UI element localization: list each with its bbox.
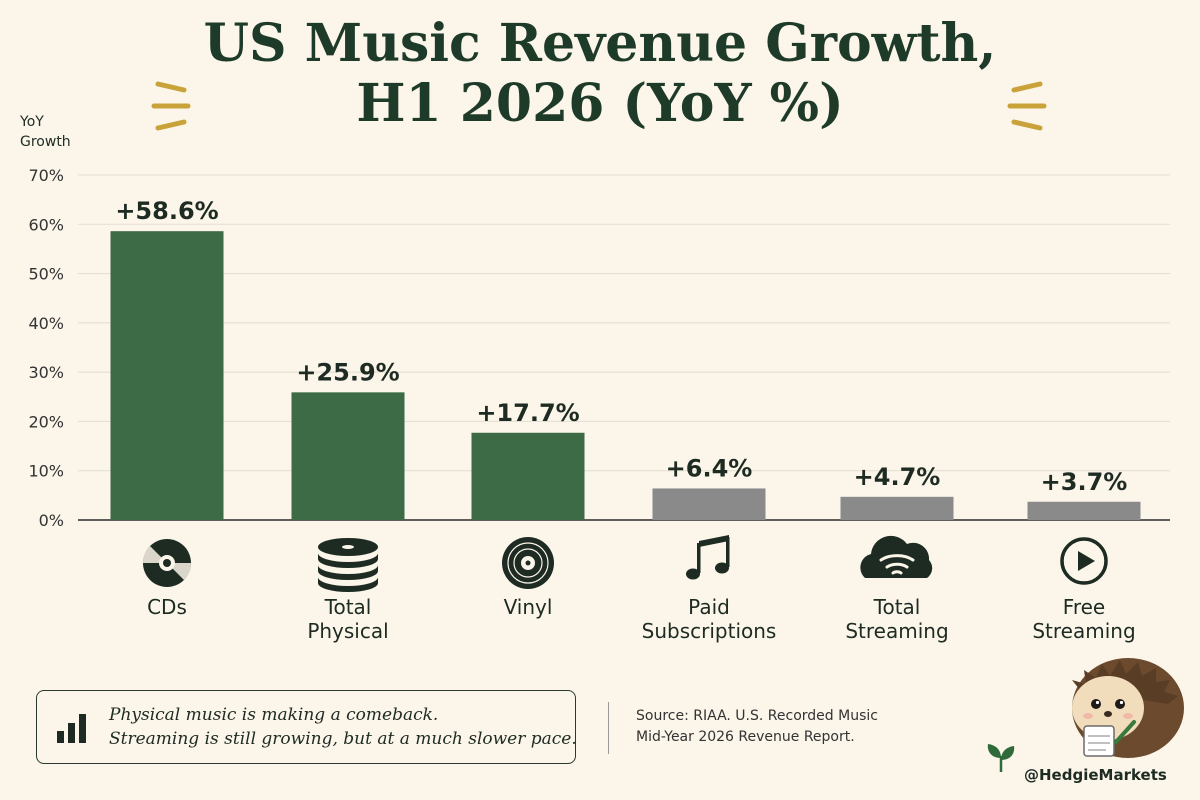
note-box: Physical music is making a comeback. Str… bbox=[36, 690, 577, 764]
sparkle-left-icon bbox=[151, 81, 191, 131]
y-axis-label-line-1: YoY bbox=[20, 114, 44, 130]
chart-title: US Music Revenue Growth, H1 2026 (YoY %) bbox=[0, 14, 1200, 134]
y-tick-label: 30% bbox=[28, 363, 64, 382]
data-label: +6.4% bbox=[666, 454, 753, 482]
note-text: Physical music is making a comeback. Str… bbox=[109, 703, 577, 751]
source-line-2: Mid-Year 2026 Revenue Report. bbox=[636, 729, 855, 745]
leaf-logo-icon bbox=[987, 744, 1015, 772]
sparkle-right-icon bbox=[1007, 81, 1047, 131]
music-note-icon bbox=[686, 535, 730, 580]
brand-handle: @HedgieMarkets bbox=[1024, 766, 1167, 784]
y-axis-label-line-2: Growth bbox=[20, 134, 71, 150]
category-label: Physical bbox=[307, 619, 388, 643]
category-label: Streaming bbox=[845, 619, 948, 643]
category-label: Total bbox=[324, 595, 372, 619]
category-label: Streaming bbox=[1032, 619, 1135, 643]
bar-free-streaming bbox=[1027, 501, 1141, 520]
cloud-stream-icon bbox=[860, 535, 933, 578]
category-label: CDs bbox=[147, 595, 187, 619]
bar-paid-subscriptions bbox=[652, 488, 766, 520]
data-label: +3.7% bbox=[1041, 468, 1128, 496]
data-label: +58.6% bbox=[115, 197, 218, 225]
y-tick-label: 0% bbox=[39, 511, 64, 530]
bar-total-physical bbox=[291, 392, 405, 520]
cd-icon bbox=[142, 539, 192, 587]
y-axis-label: YoY Growth bbox=[20, 112, 71, 152]
hedgehog-mascot-icon bbox=[1072, 658, 1184, 758]
y-tick-label: 60% bbox=[28, 215, 64, 234]
bar-total-streaming bbox=[840, 496, 954, 520]
category-label: Paid bbox=[688, 595, 730, 619]
y-tick-label: 50% bbox=[28, 265, 64, 284]
y-tick-label: 10% bbox=[28, 462, 64, 481]
data-label: +25.9% bbox=[296, 358, 399, 386]
chart-title-line-1: US Music Revenue Growth, bbox=[203, 13, 997, 74]
note-line-1: Physical music is making a comeback. bbox=[109, 705, 439, 725]
note-line-2: Streaming is still growing, but at a muc… bbox=[109, 729, 577, 749]
bar-cds bbox=[110, 231, 224, 520]
bar-chart-icon bbox=[57, 714, 86, 743]
footer-divider bbox=[608, 702, 609, 754]
chart-title-line-2: H1 2026 (YoY %) bbox=[356, 73, 844, 134]
data-label: +4.7% bbox=[854, 463, 941, 491]
y-tick-label: 20% bbox=[28, 412, 64, 431]
disc-stack-icon bbox=[318, 538, 378, 592]
source-line-1: Source: RIAA. U.S. Recorded Music bbox=[636, 708, 878, 724]
data-label: +17.7% bbox=[476, 399, 579, 427]
source-note: Source: RIAA. U.S. Recorded Music Mid-Ye… bbox=[636, 706, 878, 748]
category-label: Free bbox=[1063, 595, 1105, 619]
play-icon bbox=[1060, 537, 1108, 585]
category-label: Total bbox=[873, 595, 921, 619]
y-tick-label: 40% bbox=[28, 314, 64, 333]
category-label: Subscriptions bbox=[642, 619, 777, 643]
bar-vinyl bbox=[471, 432, 585, 520]
category-label: Vinyl bbox=[504, 595, 553, 619]
vinyl-icon bbox=[502, 537, 554, 589]
y-tick-label: 70% bbox=[28, 166, 64, 185]
bar-chart: 0% 10% 20% 30% 40% 50% 60% 70% bbox=[28, 166, 1170, 643]
